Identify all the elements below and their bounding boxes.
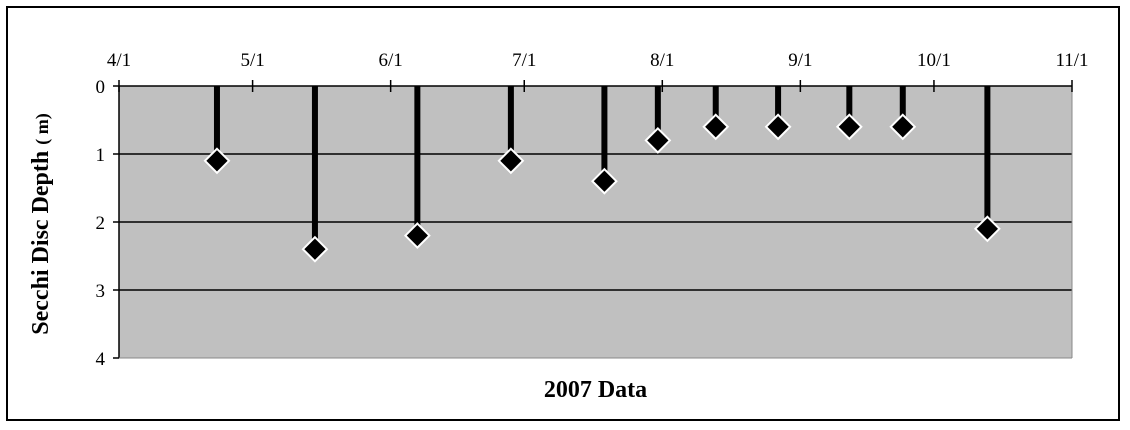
data-point <box>644 126 672 154</box>
chart-frame: 0 1 2 3 4 4/1 5/1 6/1 7/1 8/1 9/1 10/1 11/1 Secchi D… <box>6 6 1120 421</box>
gridlines <box>119 153 1072 291</box>
axes: 0 1 2 3 4 4/1 5/1 6/1 7/1 8/1 9/1 10/1 11/1 <box>96 50 1089 370</box>
data-point <box>764 113 792 141</box>
x-axis-title: 2007 Data <box>544 377 647 403</box>
data-point <box>973 215 1001 243</box>
secchi-depth-chart: 0 1 2 3 4 4/1 5/1 6/1 7/1 8/1 9/1 10/1 11/1 Secchi D… <box>28 50 1089 403</box>
x-tick-label: 8/1 <box>650 50 674 71</box>
data-point <box>702 113 730 141</box>
x-tick-label: 7/1 <box>512 50 536 71</box>
y-tick-label: 2 <box>96 213 106 234</box>
y-tick-label: 4 <box>96 349 106 370</box>
data-point <box>301 235 329 263</box>
y-tick-label: 1 <box>96 145 106 166</box>
x-tick-label: 9/1 <box>788 50 812 71</box>
x-tick-label: 5/1 <box>240 50 264 71</box>
data-point <box>403 222 431 250</box>
data-point <box>497 147 525 175</box>
x-tick-label: 4/1 <box>107 50 131 71</box>
x-tick-label: 10/1 <box>917 50 951 71</box>
x-tick-label: 11/1 <box>1055 50 1088 71</box>
y-tick-label: 3 <box>96 281 106 302</box>
data-point <box>835 113 863 141</box>
data-marks <box>203 86 1001 263</box>
data-point <box>590 167 618 195</box>
y-axis-title: Secchi Disc Depth ( m) <box>28 113 54 334</box>
y-axis-title-text: Secchi Disc Depth <box>28 145 54 335</box>
y-axis-title-unit: ( m) <box>32 113 53 144</box>
x-tick-label: 6/1 <box>379 50 403 71</box>
y-tick-label: 0 <box>96 77 106 98</box>
data-point <box>889 113 917 141</box>
data-point <box>203 147 231 175</box>
